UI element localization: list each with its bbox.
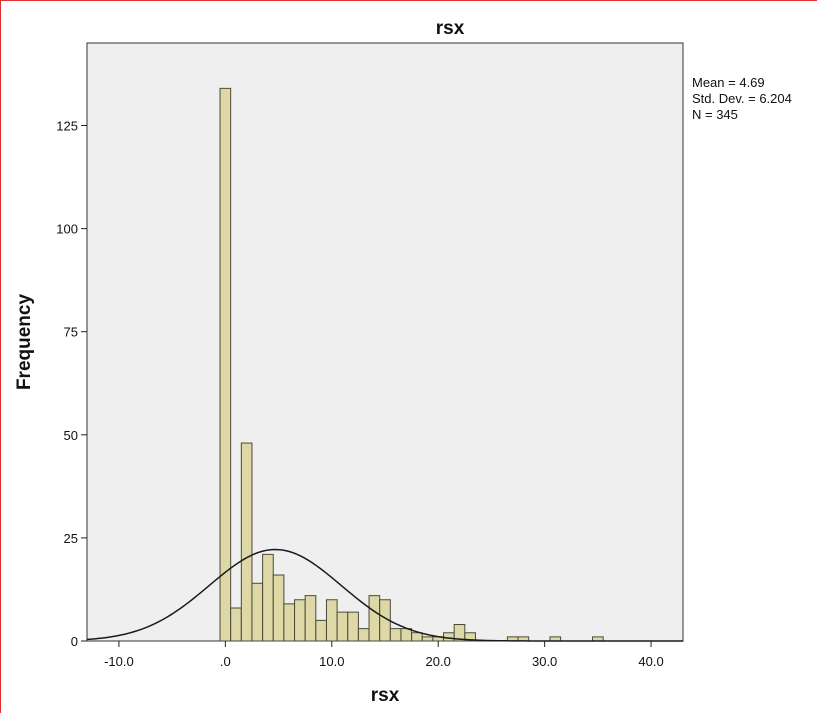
histogram-bar (240, 442, 253, 642)
histogram-bar (389, 628, 402, 642)
y-axis: 0 25 50 75 100 125 (56, 118, 87, 649)
x-tick-label: 20.0 (426, 654, 451, 669)
x-axis: -10.0 .0 10.0 20.0 30.0 40.0 (104, 641, 664, 669)
histogram-bar (230, 607, 242, 642)
histogram-bar (411, 632, 423, 642)
stats-label: Mean = 4.69 (692, 75, 765, 90)
histogram-bar (357, 628, 370, 642)
histogram-bars (219, 87, 604, 642)
histogram-bar (272, 574, 285, 642)
x-axis-title: rsx (371, 685, 400, 706)
y-tick-label: 125 (56, 118, 78, 133)
y-tick-label: 100 (56, 222, 78, 237)
y-axis-title: Frequency (14, 294, 35, 391)
histogram-bar (464, 632, 476, 642)
x-tick-label: -10.0 (104, 654, 134, 669)
histogram-bar (294, 599, 306, 642)
x-tick-label: 40.0 (638, 654, 663, 669)
histogram-bar (421, 636, 434, 642)
x-tick-label: 10.0 (319, 654, 344, 669)
histogram-bar (283, 603, 296, 642)
histogram-bar (347, 611, 359, 642)
histogram-bar (400, 628, 413, 642)
histogram-bar (443, 632, 455, 642)
stats-label: N = 345 (692, 107, 738, 122)
histogram-bar (368, 595, 381, 642)
histogram-bar (251, 582, 264, 642)
plot-area (86, 42, 684, 642)
histogram-bar (325, 599, 338, 642)
x-tick-label: .0 (220, 654, 231, 669)
y-tick-label: 50 (64, 428, 78, 443)
x-tick-label: 30.0 (532, 654, 557, 669)
normal-curve (86, 548, 683, 642)
histogram-bar (315, 619, 327, 642)
histogram-bar (304, 595, 317, 642)
chart-title: rsx (436, 18, 465, 39)
histogram-bar (336, 611, 349, 642)
histogram-bar (262, 553, 274, 642)
stats-label: Std. Dev. = 6.204 (692, 91, 792, 106)
y-tick-label: 25 (64, 531, 78, 546)
y-tick-label: 0 (71, 634, 78, 649)
histogram-bar (219, 87, 232, 642)
y-tick-label: 75 (64, 325, 78, 340)
